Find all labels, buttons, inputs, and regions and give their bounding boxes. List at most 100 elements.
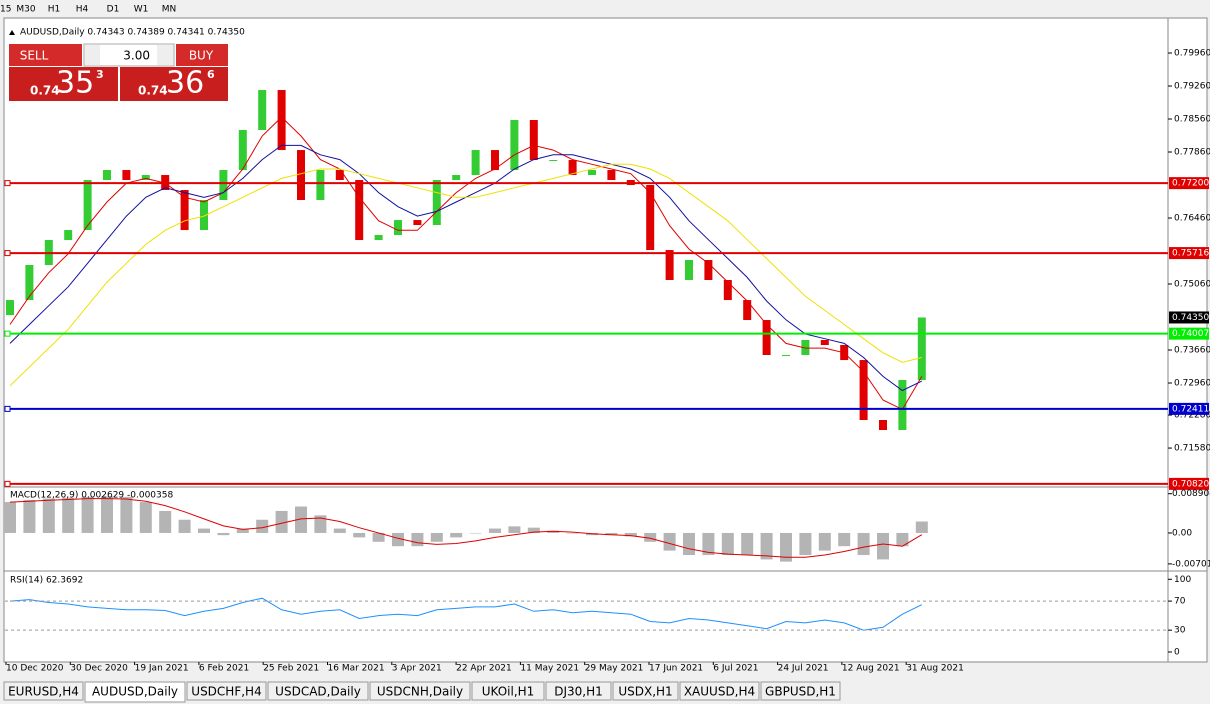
macd-bar <box>489 528 501 533</box>
volume-up[interactable] <box>157 45 173 65</box>
timeframe-button[interactable]: H4 <box>76 5 89 15</box>
collapse-icon[interactable] <box>9 30 15 35</box>
timeframe-button[interactable]: 15 <box>0 5 11 15</box>
candle <box>646 185 655 251</box>
y-tick-label: 0.75060 <box>1174 280 1210 290</box>
candle <box>413 220 422 226</box>
candle <box>491 150 499 171</box>
candle <box>917 317 926 381</box>
x-tick-label: 30 Dec 2020 <box>70 664 128 674</box>
tab-label[interactable]: USDCNH,Daily <box>377 685 463 699</box>
y-tick-label: 0.72280 <box>1174 411 1210 421</box>
timeframe-button[interactable]: M30 <box>16 5 35 15</box>
macd-bar <box>780 532 792 562</box>
candle <box>335 170 344 181</box>
level-label: 0.72411 <box>1172 404 1209 414</box>
candle <box>277 90 286 151</box>
tab[interactable] <box>612 681 679 701</box>
macd-bar <box>857 532 870 556</box>
macd-bar <box>236 528 249 533</box>
candle <box>452 175 461 181</box>
candle <box>743 300 752 321</box>
level-label: 0.75716 <box>1172 249 1209 259</box>
candle <box>665 250 674 280</box>
y-tick-label: 0.73660 <box>1174 346 1210 356</box>
candle <box>510 120 519 171</box>
candle <box>258 90 267 130</box>
candle <box>529 120 538 161</box>
timeframe-button[interactable]: D1 <box>107 5 120 15</box>
macd-bar <box>760 532 773 560</box>
level-label-box <box>1169 177 1209 190</box>
tab-label[interactable]: USDX,H1 <box>618 685 672 699</box>
buy-button[interactable] <box>176 44 228 66</box>
tab-label[interactable]: AUDUSD,Daily <box>92 685 178 699</box>
macd-bar <box>139 502 152 533</box>
tab-label[interactable]: EURUSD,H4 <box>8 685 79 699</box>
tab-label[interactable]: UKOil,H1 <box>482 685 535 699</box>
macd-bar <box>333 528 346 533</box>
rsi-line <box>9 597 923 631</box>
tab[interactable] <box>545 681 612 701</box>
level-label-box <box>1169 327 1209 340</box>
sell-price-box[interactable] <box>9 67 118 101</box>
candle <box>549 160 558 162</box>
level-handle[interactable] <box>4 405 11 412</box>
macd-bar <box>799 532 812 556</box>
tab[interactable] <box>471 681 545 701</box>
macd-bar <box>178 519 191 533</box>
timeframe-button[interactable]: H1 <box>48 5 61 15</box>
candle <box>103 170 111 181</box>
timeframe-button[interactable]: W1 <box>134 5 149 15</box>
macd-bar <box>314 515 327 533</box>
candle <box>782 354 790 356</box>
macd-bar <box>275 510 288 533</box>
tab-label[interactable]: XAUUSD,H4 <box>684 685 755 699</box>
tab[interactable] <box>3 681 84 701</box>
buy-price-big: 0.74 <box>138 84 168 98</box>
level-handle[interactable] <box>4 180 11 187</box>
candle <box>859 360 868 421</box>
level-label: 0.70820 <box>1172 479 1209 489</box>
sell-label[interactable]: SELL <box>20 49 49 63</box>
volume-input[interactable] <box>83 43 175 67</box>
tab[interactable] <box>369 681 471 701</box>
tab-label[interactable]: USDCAD,Daily <box>275 685 361 699</box>
macd-label: MACD(12,26,9) 0.002629 -0.000358 <box>10 491 173 501</box>
buy-price-box[interactable] <box>120 67 228 101</box>
tab[interactable] <box>186 681 267 701</box>
buy-label[interactable]: BUY <box>189 49 214 63</box>
candle <box>25 265 34 301</box>
candle <box>762 320 771 355</box>
tab[interactable] <box>267 681 369 701</box>
candle <box>394 220 402 236</box>
macd-bar <box>372 532 385 542</box>
level-handle[interactable] <box>4 250 11 257</box>
tab[interactable] <box>679 681 760 701</box>
macd-bar <box>741 532 754 556</box>
timeframe-button[interactable]: MN <box>162 5 177 15</box>
macd-bar <box>566 532 579 534</box>
tab-label[interactable]: USDCHF,H4 <box>191 685 261 699</box>
level-label-box <box>1169 402 1209 415</box>
sell-button[interactable] <box>9 44 82 66</box>
macd-bar <box>411 532 424 547</box>
macd-bar <box>256 519 269 533</box>
tab[interactable] <box>760 681 841 701</box>
candle <box>6 300 14 316</box>
tab-label[interactable]: GBPUSD,H1 <box>765 685 836 699</box>
tab[interactable] <box>84 681 186 703</box>
volume-down[interactable] <box>85 45 100 65</box>
chart-frame <box>3 17 1208 663</box>
tab-label[interactable]: DJ30,H1 <box>554 685 603 699</box>
candle <box>801 340 810 355</box>
macd-bar <box>508 526 521 533</box>
volume[interactable]: 3.00 <box>123 49 150 63</box>
level-handle[interactable] <box>4 330 11 337</box>
level-handle[interactable] <box>4 480 11 487</box>
x-tick-label: 6 Feb 2021 <box>199 664 249 674</box>
y-tick-label: 0.72960 <box>1174 378 1210 388</box>
macd-bar <box>721 532 734 556</box>
y-tick-label: 0.79260 <box>1174 82 1210 92</box>
